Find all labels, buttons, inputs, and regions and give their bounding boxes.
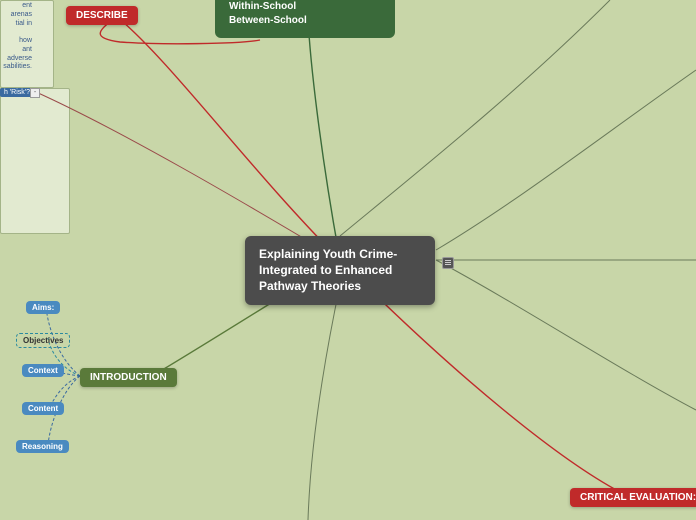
critical-evaluation-node[interactable]: CRITICAL EVALUATION: [570, 488, 696, 507]
collapse-toggle[interactable]: - [30, 88, 40, 98]
intro-children-panel [0, 88, 70, 234]
aims-node[interactable]: Aims: [26, 301, 60, 314]
objectives-node[interactable]: Objectives [16, 333, 70, 348]
notes-icon[interactable] [442, 257, 454, 269]
content-node[interactable]: Content [22, 402, 64, 415]
risk-tag[interactable]: h 'Risk'? [0, 88, 34, 97]
top-left-snippet: ent arenastial in howant adversesabiliti… [0, 2, 32, 72]
central-topic[interactable]: Explaining Youth Crime- Integrated to En… [245, 236, 435, 305]
describe-node[interactable]: DESCRIBE [66, 6, 138, 25]
introduction-node[interactable]: INTRODUCTION [80, 368, 177, 387]
context-node[interactable]: Context [22, 364, 64, 377]
reasoning-node[interactable]: Reasoning [16, 440, 69, 453]
mindmap-canvas[interactable]: ent arenastial in howant adversesabiliti… [0, 0, 696, 520]
school-node[interactable]: Within-SchoolBetween-School [215, 0, 395, 38]
